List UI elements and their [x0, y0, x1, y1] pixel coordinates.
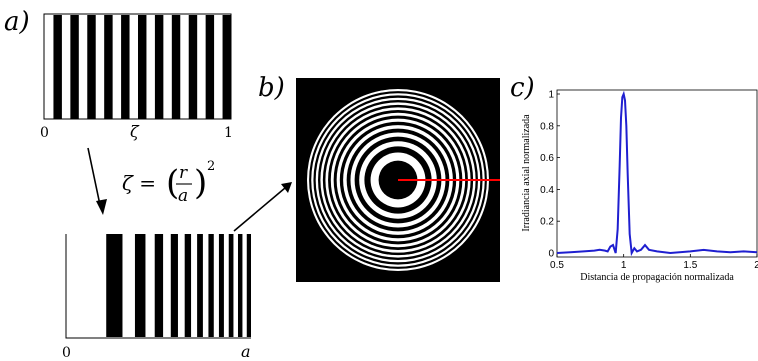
equation-numerator: r: [179, 163, 188, 183]
grating-bar: [154, 15, 164, 119]
chart-plot-area: [556, 89, 758, 258]
grating-bar: [53, 15, 62, 119]
panel-c-label: c): [510, 73, 535, 103]
grating-bar: [171, 15, 181, 119]
stretched-tick-start: 0: [62, 345, 71, 361]
x-tick-label: 1.5: [683, 260, 697, 271]
stretched-stripes: [106, 234, 251, 337]
equation-right-paren: ): [194, 163, 207, 203]
stretched-bar: [197, 234, 203, 337]
y-tick-label: 0: [548, 249, 554, 260]
chart-ticks: 0.5 1 1.5 2 0 0.2 0.4 0.6 0.8 1: [540, 90, 758, 272]
chart-ylabel: Irradiancia axial normalizada: [521, 114, 532, 232]
panel-b-label: b): [258, 73, 285, 103]
stretched-bar: [134, 234, 146, 337]
grating-bar: [87, 15, 96, 119]
stretched-bar: [237, 234, 243, 337]
y-tick-label: 0.6: [540, 153, 554, 164]
arrow-down: [87, 147, 107, 215]
grating-bar: [138, 15, 147, 119]
stretched-bar: [228, 234, 234, 337]
y-tick-label: 0.2: [540, 217, 554, 228]
equation-left-paren: (: [166, 163, 179, 203]
y-tick-label: 0.8: [540, 121, 554, 132]
zone-plate: [296, 78, 500, 282]
equation-lhs: ζ =: [122, 171, 156, 195]
grating-bar: [188, 15, 198, 119]
x-tick-label: 1: [621, 260, 627, 271]
grating-bar: [121, 15, 130, 119]
grating-bar: [205, 15, 215, 119]
irradiance-chart: 0.5 1 1.5 2 0 0.2 0.4 0.6 0.8 1 Distancia de prop…: [521, 90, 758, 284]
panel-a-label: a): [4, 7, 30, 37]
grating-stripes: [53, 15, 231, 119]
zone-rings: [307, 89, 489, 271]
stretched-bar: [246, 234, 251, 337]
stretched-grating: [65, 234, 251, 339]
equation-exponent: 2: [207, 159, 215, 174]
grating-tick-start: 0: [40, 125, 49, 141]
stretched-bar: [184, 234, 192, 337]
arrow-up: [233, 182, 292, 232]
stretched-bar: [218, 234, 224, 337]
grating-bar: [104, 15, 113, 119]
x-tick-label: 0.5: [550, 260, 564, 271]
stretched-bar: [170, 234, 178, 337]
y-tick-label: 1: [548, 90, 554, 101]
grating-bar: [222, 15, 231, 119]
series-line: [556, 90, 758, 257]
y-tick-label: 0.4: [540, 185, 554, 196]
transform-equation: ζ = ( r a ) 2: [122, 159, 215, 206]
stretched-tick-end: a: [241, 342, 251, 361]
grating-tick-mid: ζ: [130, 122, 140, 141]
grating-tick-end: 1: [224, 125, 233, 141]
grating-bar: [70, 15, 79, 119]
stretched-axes: [65, 234, 251, 339]
stretched-bar: [154, 234, 164, 337]
equation-denominator: a: [178, 186, 188, 206]
chart-xlabel: Distancia de propagación normalizada: [580, 272, 734, 283]
stretched-bar: [208, 234, 214, 337]
x-tick-label: 2: [754, 260, 758, 271]
stretched-bar: [106, 234, 123, 337]
binary-grating: [43, 13, 232, 120]
